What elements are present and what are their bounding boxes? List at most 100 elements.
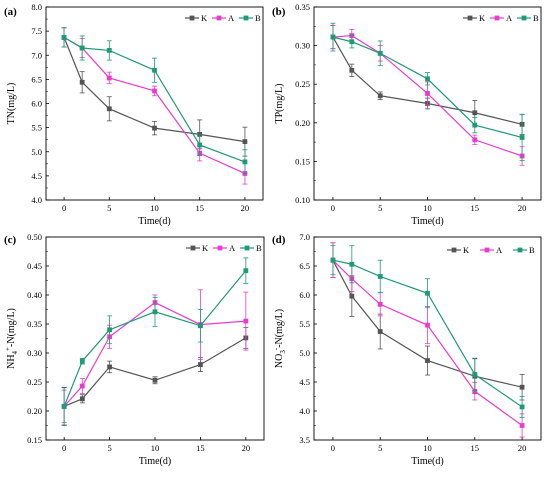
y-tick-label: 0.25 — [27, 377, 42, 387]
data-point-B — [425, 76, 430, 82]
y-tick-label: 7.0 — [31, 50, 42, 60]
y-tick-label: 6.0 — [31, 99, 42, 109]
data-point-B — [349, 39, 355, 45]
series-line-B — [332, 259, 523, 408]
series-A — [330, 242, 525, 438]
data-point-B — [330, 257, 336, 263]
series-B — [330, 245, 525, 418]
series-line-K — [63, 37, 246, 143]
data-point-K — [472, 110, 478, 116]
data-point-B — [79, 45, 85, 51]
panel-label: (a) — [4, 6, 17, 18]
panel-label: (d) — [272, 234, 286, 246]
legend-label-B: B — [256, 243, 262, 253]
x-tick-label: 15 — [471, 443, 480, 453]
series-K — [61, 327, 249, 426]
y-tick-label: 0.50 — [27, 232, 42, 242]
x-tick-label: 20 — [518, 203, 527, 213]
series-B — [330, 22, 525, 162]
data-point-K — [377, 93, 383, 99]
data-point-B — [61, 34, 67, 40]
legend-marker-B — [244, 245, 250, 251]
data-point-B — [472, 122, 478, 128]
data-point-K — [152, 377, 158, 383]
legend-label-K: K — [463, 245, 470, 255]
legend-label-B: B — [529, 245, 535, 255]
y-tick-label: 8.0 — [31, 2, 42, 12]
legend-label-A: A — [506, 13, 513, 23]
series-line-K — [332, 259, 523, 388]
y-axis-label: NH4+-N(mg/L) — [4, 308, 19, 369]
legend-label-A: A — [228, 13, 235, 23]
series-line-A — [332, 34, 523, 157]
x-tick-label: 5 — [107, 443, 111, 453]
legend-marker-A — [494, 15, 500, 21]
legend-marker-B — [517, 247, 523, 253]
x-axis-label: Time(d) — [138, 216, 170, 227]
y-tick-label: 6.0 — [299, 290, 310, 300]
x-tick-label: 15 — [196, 443, 205, 453]
data-point-B — [107, 327, 112, 333]
data-point-B — [377, 274, 383, 279]
series-line-B — [63, 270, 247, 407]
legend-marker-A — [484, 247, 490, 253]
data-point-B — [519, 404, 525, 410]
panel-label: (c) — [4, 234, 17, 246]
data-point-A — [106, 75, 112, 81]
y-tick-label: 0.30 — [27, 348, 42, 358]
legend-marker-K — [190, 245, 196, 251]
legend-marker-A — [217, 245, 223, 251]
y-tick-label: 7.5 — [31, 26, 42, 36]
series-line-B — [332, 36, 523, 139]
y-tick-label: 0.35 — [295, 2, 310, 12]
y-axis-label-sup: + — [4, 347, 12, 351]
y-axis-label-tail: -N(mg/L) — [274, 309, 285, 348]
series-line-K — [332, 36, 523, 125]
data-point-K — [377, 329, 383, 334]
legend-label-A: A — [496, 245, 503, 255]
y-tick-label: 5.0 — [31, 147, 42, 157]
data-point-B — [152, 67, 157, 73]
x-tick-label: 0 — [62, 443, 66, 453]
panel-label: (b) — [272, 6, 286, 18]
data-point-K — [198, 362, 203, 367]
data-point-B — [197, 142, 203, 148]
data-point-B — [242, 159, 248, 165]
y-tick-label: 0.15 — [295, 156, 310, 166]
data-point-B — [106, 48, 112, 53]
x-tick-label: 5 — [107, 203, 111, 213]
x-tick-label: 5 — [378, 203, 382, 213]
plot-frame — [45, 6, 264, 201]
legend-label-K: K — [479, 13, 486, 23]
chart-panel-4: (d) 3.5 4.0 4.5 5.0 5.5 6.0 6.5 7.0 0 5 10 15 20 Time(… — [272, 232, 542, 467]
y-axis-label-sup: - — [272, 347, 280, 350]
data-point-B — [425, 290, 430, 296]
y-axis-label-main: NO — [274, 354, 285, 368]
data-point-B — [243, 268, 249, 274]
y-tick-label: 4.0 — [299, 406, 310, 416]
data-point-K — [106, 106, 112, 112]
x-axis-label: Time(d) — [139, 456, 171, 467]
y-axis-label-main: NH — [6, 354, 17, 368]
data-point-B — [152, 309, 158, 315]
data-point-K — [79, 79, 85, 85]
x-axis-label: Time(d) — [411, 456, 443, 467]
y-tick-label: 0.15 — [27, 435, 42, 445]
series-A — [61, 27, 248, 185]
x-tick-label: 0 — [331, 443, 335, 453]
data-point-A — [152, 88, 157, 94]
x-tick-label: 5 — [378, 443, 382, 453]
data-point-K — [242, 139, 248, 145]
series-B — [61, 27, 248, 175]
y-tick-label: 6.5 — [31, 74, 42, 84]
x-tick-label: 0 — [62, 203, 66, 213]
x-tick-label: 10 — [423, 443, 432, 453]
y-tick-label: 7.0 — [299, 232, 310, 242]
x-tick-label: 10 — [150, 203, 159, 213]
data-point-K — [519, 384, 525, 390]
data-point-B — [79, 358, 85, 364]
